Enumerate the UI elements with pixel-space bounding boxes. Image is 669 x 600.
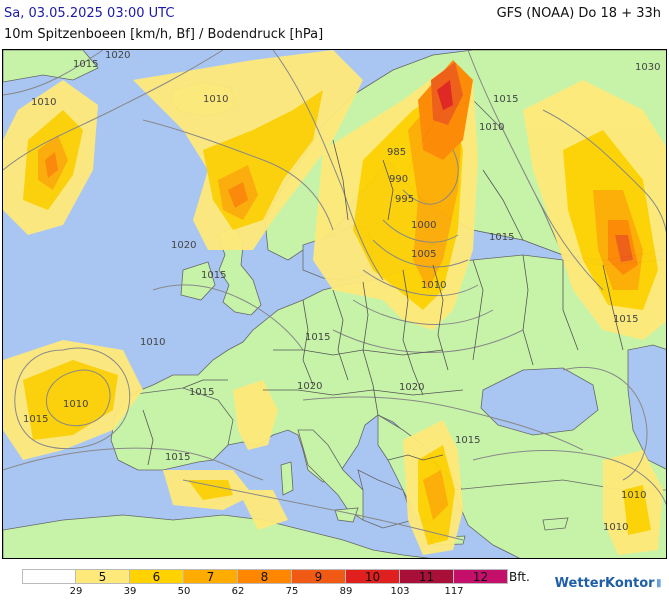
isobar-label: 1020 xyxy=(105,50,130,61)
isobar-label: 1010 xyxy=(479,122,504,133)
gust-shading xyxy=(3,50,666,555)
isobar-label: 1010 xyxy=(621,490,646,501)
isobar-label: 1015 xyxy=(305,332,330,343)
isobar-label: 1020 xyxy=(399,382,424,393)
isobar-label: 985 xyxy=(387,147,406,158)
legend-kmh-threshold: 117 xyxy=(444,586,464,597)
legend-cell-bft10: 10 xyxy=(346,569,400,584)
isobar-label: 1015 xyxy=(489,232,514,243)
brand-logo[interactable]: WetterKontor ⦀ xyxy=(555,576,661,591)
brand-mark-icon: ⦀ xyxy=(656,579,661,590)
model-run-label: GFS (NOAA) Do 18 + 33h xyxy=(496,6,661,21)
isobars xyxy=(3,50,666,541)
legend-kmh-threshold: 29 xyxy=(69,586,83,597)
legend-kmh-threshold: 39 xyxy=(123,586,137,597)
map-subtitle: 10m Spitzenboeen [km/h, Bf] / Bodendruck… xyxy=(4,27,324,42)
isobar-label: 995 xyxy=(395,194,414,205)
isobar-label: 1020 xyxy=(171,240,196,251)
gust-legend: 5 6 7 8 9 10 11 12 xyxy=(22,569,508,584)
isobar-label: 1015 xyxy=(201,270,226,281)
isobar-label: 1015 xyxy=(23,414,48,425)
legend-cell-bft8: 8 xyxy=(238,569,292,584)
brand-name: WetterKontor xyxy=(554,576,655,591)
isobar-label: 1000 xyxy=(411,220,436,231)
isobar-label: 1015 xyxy=(73,59,98,70)
legend-cell-calm xyxy=(22,569,76,584)
isobar-label: 1010 xyxy=(421,280,446,291)
isobar-label: 1010 xyxy=(603,522,628,533)
isobar-labels: 1015 1020 1010 1010 1015 1010 1030 985 9… xyxy=(23,50,660,533)
isobar-label: 1010 xyxy=(63,399,88,410)
legend-cell-bft6: 6 xyxy=(130,569,184,584)
forecast-datetime: Sa, 03.05.2025 03:00 UTC xyxy=(4,6,175,21)
legend-kmh-threshold: 103 xyxy=(390,586,410,597)
isobar-label: 1015 xyxy=(189,387,214,398)
legend-kmh-threshold: 89 xyxy=(339,586,353,597)
isobar-label: 1010 xyxy=(140,337,165,348)
legend-kmh-threshold: 75 xyxy=(285,586,299,597)
map-canvas: 1015 1020 1010 1010 1015 1010 1030 985 9… xyxy=(3,50,666,558)
isobar-label: 1015 xyxy=(493,94,518,105)
weather-map[interactable]: 1015 1020 1010 1010 1015 1010 1030 985 9… xyxy=(2,49,667,559)
legend-cell-bft7: 7 xyxy=(184,569,238,584)
legend-cell-bft11: 11 xyxy=(400,569,454,584)
legend-cell-bft12: 12 xyxy=(454,569,508,584)
isobar-label: 1015 xyxy=(455,435,480,446)
legend-kmh-threshold: 62 xyxy=(231,586,245,597)
legend-unit: Bft. xyxy=(509,570,530,584)
isobar-label: 1030 xyxy=(635,62,660,73)
isobar-label: 990 xyxy=(389,174,408,185)
isobar-label: 1015 xyxy=(613,314,638,325)
isobar-label: 1020 xyxy=(297,381,322,392)
legend-cell-bft5: 5 xyxy=(76,569,130,584)
isobar-label: 1010 xyxy=(203,94,228,105)
isobar-label: 1010 xyxy=(31,97,56,108)
isobar-label: 1015 xyxy=(165,452,190,463)
country-borders xyxy=(142,139,624,466)
legend-kmh-threshold: 50 xyxy=(177,586,191,597)
isobar-label: 1005 xyxy=(411,249,436,260)
legend-cell-bft9: 9 xyxy=(292,569,346,584)
